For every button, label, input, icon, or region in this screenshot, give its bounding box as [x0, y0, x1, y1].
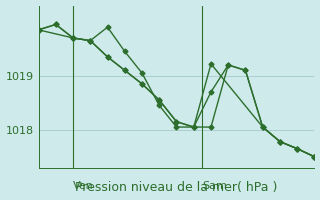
Text: Ven: Ven	[73, 181, 94, 191]
Text: Sam: Sam	[202, 181, 227, 191]
X-axis label: Pression niveau de la mer( hPa ): Pression niveau de la mer( hPa )	[75, 181, 278, 194]
